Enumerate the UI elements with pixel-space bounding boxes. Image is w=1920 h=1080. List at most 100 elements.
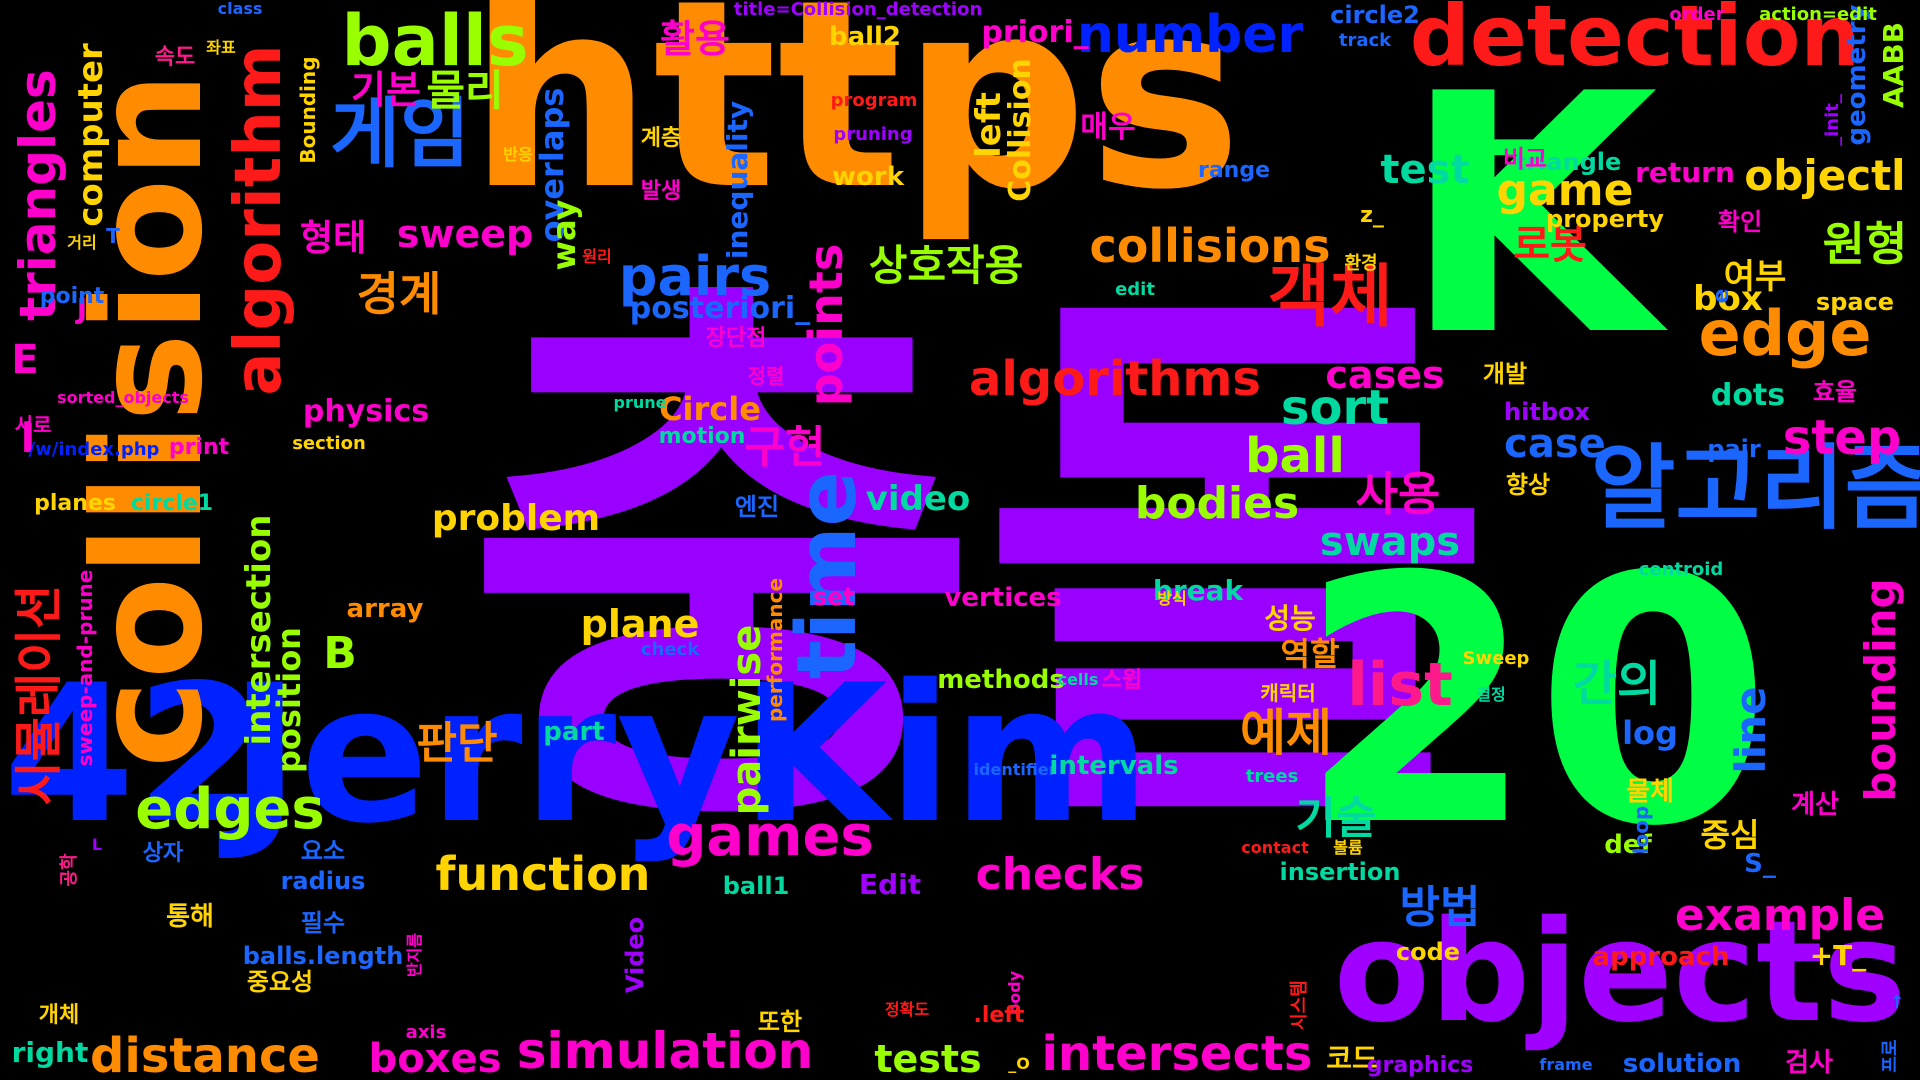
word-s: S_ <box>1744 849 1776 879</box>
word-range: range <box>1198 158 1270 183</box>
word-triangle: triangle <box>1515 148 1622 176</box>
word-way: way <box>545 199 583 270</box>
word-boxes: boxes <box>369 1036 502 1080</box>
word-item-97: 확인 <box>1718 208 1762 236</box>
word-sorted-objects: sorted_objects <box>57 388 189 407</box>
word-item-188: 개체 <box>39 1003 79 1028</box>
word-pairs: pairs <box>619 245 771 308</box>
word-item-137: 결정 <box>1476 685 1505 704</box>
word-item-63: 사용 <box>1356 467 1441 521</box>
word-item-57: 경계 <box>357 267 442 321</box>
word-item-91: 개발 <box>1483 360 1527 388</box>
word-posteriori: posteriori_ <box>630 291 810 326</box>
word-tests: tests <box>874 1037 981 1080</box>
word-log: log <box>1622 714 1678 752</box>
word-item-59: 활용 <box>660 17 730 61</box>
word-item-178: 반지름 <box>405 933 424 977</box>
word-example: example <box>1675 890 1885 941</box>
word-pairwise: pairwise <box>724 625 770 816</box>
word-insertion: insertion <box>1280 858 1401 886</box>
word-loop: loop <box>1629 806 1653 855</box>
word-swaps: swaps <box>1320 519 1460 565</box>
word-item-108: 속도 <box>155 45 195 70</box>
word-print: print <box>169 435 230 460</box>
word-bounding: Bounding <box>296 56 320 163</box>
word-balls-length: balls.length <box>243 942 404 970</box>
word-item-172: 상자 <box>143 841 184 866</box>
word-test: test <box>1380 147 1469 193</box>
word-pruning: pruning <box>833 124 912 145</box>
word-item-18: 원형 <box>1823 217 1908 271</box>
word-item-176: 필수 <box>301 909 345 937</box>
word-item-160: 계산 <box>1791 790 1839 820</box>
word-motion: motion <box>659 424 746 449</box>
word-intervals: intervals <box>1049 751 1178 781</box>
word-methods: methods <box>937 665 1065 695</box>
word-item-48: 시뮬레이션 <box>11 585 67 806</box>
word-item-61: 상호작용 <box>869 241 1024 290</box>
word-approach: approach <box>1593 942 1730 972</box>
word-space: space <box>1816 288 1894 316</box>
word-l: L <box>92 835 102 854</box>
word-item-162: 중심 <box>1701 816 1760 854</box>
word-body: body <box>1005 970 1024 1015</box>
word-item-132: 환경 <box>1344 252 1377 274</box>
word-left: .left <box>974 1003 1025 1028</box>
word-program: program <box>831 90 918 111</box>
word-e: e <box>1709 289 1734 304</box>
word-array: array <box>347 594 424 624</box>
word-ball1: ball1 <box>723 872 790 900</box>
word-algorithms: algorithms <box>969 351 1261 407</box>
word-item-64: 예제 <box>1240 704 1332 762</box>
word-circle2: circle2 <box>1330 1 1420 29</box>
word-title-collision-detection: title=Collision_detection <box>734 0 983 20</box>
word-42: 42 <box>3 644 267 865</box>
word-item-138: 엔진 <box>735 493 779 521</box>
word-order: order <box>1669 4 1724 25</box>
word-overlaps: overlaps <box>533 88 571 243</box>
word-item-67: 방법 <box>1400 882 1481 933</box>
word-position: position <box>270 627 308 773</box>
word-distance: distance <box>90 1028 320 1080</box>
word-item-111: 거리 <box>67 233 96 252</box>
word-class: class <box>218 0 263 18</box>
word-e: E <box>11 337 38 383</box>
word-trees: trees <box>1246 766 1299 787</box>
word-break: break <box>1153 574 1245 607</box>
word-item-110: 반응 <box>503 145 533 164</box>
word-item-199: 프로 <box>1880 1039 1901 1072</box>
word-case: case <box>1504 421 1606 467</box>
word-j: J <box>75 292 87 325</box>
word-aabb: AABB <box>1877 22 1910 108</box>
word-intersection: intersection <box>239 515 279 746</box>
word-item-129: 원리 <box>582 247 611 266</box>
word-item-55: 물리 <box>426 66 503 115</box>
word-video: video <box>866 479 971 519</box>
word-item-96: 비교 <box>1503 145 1547 173</box>
word-inequality: inequality <box>721 101 754 259</box>
word-problem: problem <box>432 498 600 539</box>
word-item-56: 형태 <box>300 218 366 259</box>
word-collision: Collision <box>1003 58 1038 202</box>
word-item-115: 서로 <box>15 413 52 437</box>
word-collisions: collisions <box>1089 219 1330 273</box>
word-item-3: _ <box>1493 0 1578 156</box>
word-item-127: 계층 <box>641 126 681 151</box>
word-item-68: 판단 <box>417 718 498 769</box>
word-prune: prune <box>614 393 667 412</box>
word-w-index-php: /w/index.php <box>29 439 160 460</box>
word-o: _O <box>1008 1054 1030 1073</box>
word-simulation: simulation <box>517 1022 813 1080</box>
word-identifier: identifier <box>974 760 1057 779</box>
word-track: track <box>1339 30 1392 51</box>
word-part: part <box>543 717 604 747</box>
word-priori: priori_ <box>981 15 1088 50</box>
word-game: game <box>1497 165 1634 216</box>
word-item-186: 또한 <box>758 1008 802 1036</box>
word-pair: pair <box>1707 435 1761 463</box>
word-performance: performance <box>763 578 787 722</box>
word-item-142: 방식 <box>1157 589 1186 608</box>
word-vertices: vertices <box>944 583 1061 613</box>
word-item-123: 정렬 <box>748 364 785 388</box>
